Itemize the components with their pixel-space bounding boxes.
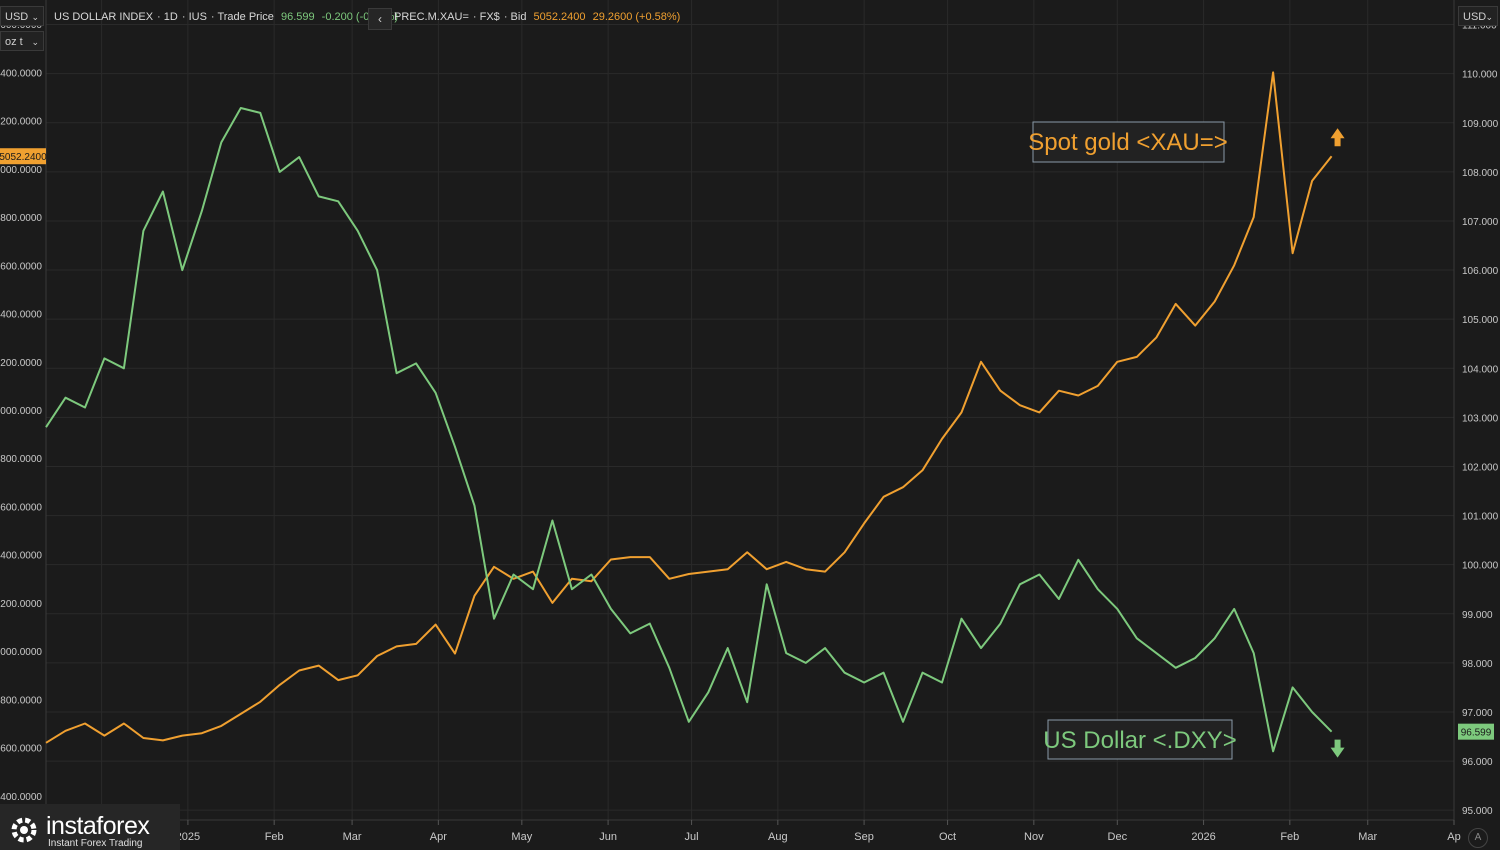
gold-last-value-marker [0, 148, 46, 165]
right-tick-label: 104.000 [1462, 364, 1499, 375]
xau-source: FX$ [479, 11, 500, 23]
dxy-interval: 1D [163, 11, 178, 23]
x-tick-label: Nov [1024, 831, 1044, 843]
left-tick-label: 3400.0000 [0, 551, 42, 562]
left-currency-label: USD [5, 11, 29, 23]
right-tick-label: 108.000 [1462, 168, 1499, 179]
right-tick-label: 105.000 [1462, 315, 1499, 326]
dollar-legend-box [1047, 719, 1233, 760]
gold-series-line [45, 71, 1333, 744]
right-tick-label: 106.000 [1462, 266, 1499, 277]
dollar-last-value-label: 96.599 [1461, 728, 1492, 739]
x-tick-label: Oct [939, 831, 956, 843]
dxy-price: 96.599 [280, 11, 315, 23]
last-value-markers: 5052.2400 96.599 [0, 148, 1494, 740]
x-tick-label: May [511, 831, 532, 843]
left-tick-label: 3000.0000 [0, 647, 42, 658]
series-legends: Spot gold <XAU=> US Dollar <.DXY> [1028, 121, 1345, 760]
x-tick-label: Ap [1447, 831, 1460, 843]
x-tick-label: 2026 [1191, 831, 1215, 843]
down-arrow-icon [1330, 739, 1345, 758]
right-axis-ticks: 95.000 96.000 97.000 98.000 99.000 100.000 101… [1462, 21, 1499, 818]
left-tick-label: 4000.0000 [0, 406, 42, 417]
xau-header: PREC.M.XAU= · FX$ · Bid 5052.2400 29.2600 … [394, 11, 681, 23]
right-tick-label: 111.000 [1462, 21, 1497, 32]
right-tick-label: 97.000 [1462, 708, 1493, 719]
right-tick-label: 101.000 [1462, 512, 1499, 523]
left-tick-label: 3600.0000 [0, 502, 42, 513]
right-tick-label: 109.000 [1462, 119, 1499, 130]
right-tick-label: 95.000 [1462, 806, 1493, 817]
x-tick-label: Mar [1358, 831, 1377, 843]
right-tick-label: 103.000 [1462, 413, 1499, 424]
x-tick-label: Dec [1108, 831, 1128, 843]
x-axis-ticks: Dec2025FebMarAprMayJunJulAugSepOctNovDec… [92, 820, 1461, 843]
x-tick-label: Feb [1280, 831, 1299, 843]
x-tick-label: Mar [343, 831, 362, 843]
x-tick-label: Aug [768, 831, 788, 843]
left-unit-label: oz t [5, 36, 23, 48]
right-tick-label: 107.000 [1462, 217, 1499, 228]
x-tick-label: Jul [685, 831, 699, 843]
dxy-header: US DOLLAR INDEX · 1D · IUS · Trade Price 96… [54, 11, 399, 23]
left-currency-select[interactable]: USD ⌄ [0, 6, 44, 26]
right-currency-select[interactable]: USD ⌄ [1458, 6, 1498, 26]
dxy-name: US DOLLAR INDEX [54, 11, 154, 23]
x-tick-label: Apr [430, 831, 447, 843]
left-axis-ticks: 2400.0000 2600.0000 2800.0000 3000.0000 3200… [0, 20, 42, 803]
right-tick-label: 110.000 [1462, 70, 1498, 81]
left-tick-label: 2800.0000 [0, 695, 42, 706]
left-unit-select[interactable]: oz t ⌄ [0, 31, 44, 51]
series-lines [45, 71, 1333, 753]
gold-legend-box [1032, 121, 1225, 163]
left-tick-label: 3800.0000 [0, 454, 42, 465]
dxy-field: Trade Price [217, 11, 274, 23]
left-tick-label: 4600.0000 [0, 261, 42, 272]
xau-price: 5052.2400 [533, 11, 586, 23]
right-tick-label: 100.000 [1462, 561, 1499, 572]
right-tick-label: 96.000 [1462, 757, 1493, 768]
left-tick-label: 4800.0000 [0, 213, 42, 224]
left-tick-label: 5000.0000 [0, 165, 42, 176]
logo-icon [11, 817, 37, 843]
dollar-series-line [45, 107, 1333, 753]
logo-name: instaforex [46, 812, 150, 840]
xau-name: PREC.M.XAU= [394, 11, 469, 23]
x-tick-label: Jun [599, 831, 617, 843]
gold-last-value-label: 5052.2400 [0, 152, 47, 163]
right-tick-label: 98.000 [1462, 659, 1493, 670]
left-tick-label: 4400.0000 [0, 310, 42, 321]
left-tick-label: 5400.0000 [0, 68, 42, 79]
up-arrow-icon [1330, 128, 1345, 147]
right-tick-label: 102.000 [1462, 462, 1499, 473]
right-tick-label: 99.000 [1462, 610, 1493, 621]
x-tick-label: Feb [265, 831, 284, 843]
left-tick-label: 5200.0000 [0, 117, 42, 128]
gold-legend-label: Spot gold <XAU=> [1028, 129, 1227, 156]
instaforex-logo: instaforex Instant Forex Trading [0, 804, 180, 850]
auto-scale-button[interactable]: A [1468, 828, 1488, 848]
left-tick-label: 4200.0000 [0, 358, 42, 369]
xau-field: Bid [510, 11, 527, 23]
back-button[interactable]: ‹ [368, 8, 392, 30]
auto-scale-label: A [1474, 832, 1482, 843]
left-tick-label: 3200.0000 [0, 599, 42, 610]
xau-change: 29.2600 (+0.58%) [592, 11, 681, 23]
right-currency-label: USD [1463, 11, 1487, 23]
x-tick-label: Sep [854, 831, 874, 843]
chevron-down-icon: ⌄ [31, 37, 39, 47]
chevron-down-icon: ⌄ [31, 12, 39, 22]
x-tick-label: 2025 [176, 831, 200, 843]
dxy-exchange: IUS [188, 11, 207, 23]
dollar-last-value-marker [1458, 723, 1494, 740]
chevron-left-icon: ‹ [378, 12, 382, 26]
logo-tagline: Instant Forex Trading [48, 838, 143, 849]
left-tick-label: 2600.0000 [0, 744, 42, 755]
dollar-legend-label: US Dollar <.DXY> [1043, 727, 1236, 754]
left-tick-label: 2400.0000 [0, 792, 42, 803]
grid-lines [46, 0, 1455, 820]
chevron-down-icon: ⌄ [1485, 12, 1493, 22]
